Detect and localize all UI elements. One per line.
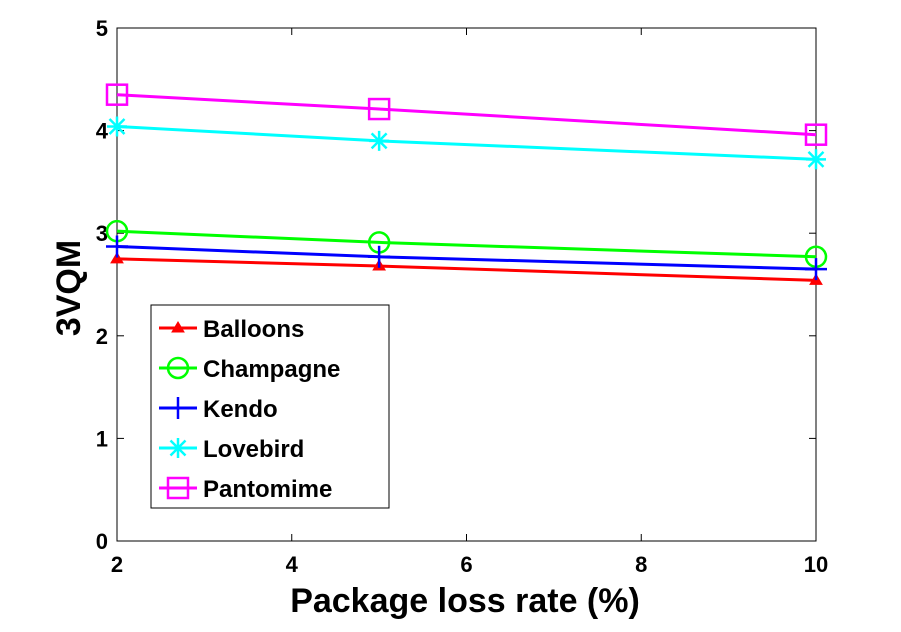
legend-label-balloons: Balloons [203, 316, 304, 343]
y-tick-label: 5 [96, 16, 108, 41]
legend-entry-kendo: Kendo [159, 396, 278, 423]
series-pantomime [105, 83, 828, 146]
data-point-pantomime [367, 97, 391, 121]
data-point-lovebird [806, 149, 826, 170]
legend-label-pantomime: Pantomime [203, 476, 332, 503]
series-lovebird [107, 116, 826, 170]
series-kendo [106, 235, 827, 281]
legend-entry-lovebird: Lovebird [159, 436, 304, 463]
legend-label-champagne: Champagne [203, 356, 340, 383]
y-tick-label: 4 [96, 119, 109, 144]
x-tick-label: 4 [286, 552, 299, 577]
legend-marker-champagne [166, 356, 190, 380]
x-tick-label: 10 [804, 552, 828, 577]
legend-label-lovebird: Lovebird [203, 436, 304, 463]
legend: Balloons Champagne Kendo Lovebird Pantomime [150, 304, 390, 509]
data-point-kendo [805, 258, 827, 281]
legend-marker-pantomime [166, 476, 190, 500]
y-tick-label: 0 [96, 529, 108, 554]
legend-marker-kendo [167, 397, 189, 419]
data-point-lovebird [369, 130, 390, 151]
y-tick-label: 1 [96, 426, 108, 451]
y-tick-label: 3 [96, 221, 108, 246]
legend-entry-pantomime: Pantomime [159, 476, 332, 503]
legend-label-kendo: Kendo [203, 396, 278, 423]
legend-marker-lovebird [168, 438, 188, 458]
data-point-pantomime [105, 83, 129, 106]
data-point-lovebird [107, 116, 127, 137]
series-layer [105, 83, 828, 285]
y-tick-label: 2 [96, 324, 108, 349]
data-point-kendo [106, 235, 128, 258]
x-tick-label: 8 [635, 552, 647, 577]
x-tick-label: 2 [111, 552, 123, 577]
legend-marker-balloons [171, 321, 185, 333]
y-axis-label: 3VQM [50, 240, 88, 336]
series-line-champagne [116, 229, 817, 259]
x-axis-label: Package loss rate (%) [290, 582, 640, 620]
legend-entry-champagne: Champagne [159, 356, 340, 383]
y-tick-labels: 0 1 2 3 4 5 [96, 16, 109, 554]
data-point-balloons [110, 251, 124, 264]
x-tick-label: 6 [460, 552, 472, 577]
x-tick-labels: 2 4 6 8 10 [111, 552, 828, 577]
data-point-kendo [368, 245, 391, 268]
data-point-pantomime [804, 123, 828, 146]
series-line-pantomime [116, 93, 817, 137]
legend-entry-balloons: Balloons [159, 316, 304, 343]
